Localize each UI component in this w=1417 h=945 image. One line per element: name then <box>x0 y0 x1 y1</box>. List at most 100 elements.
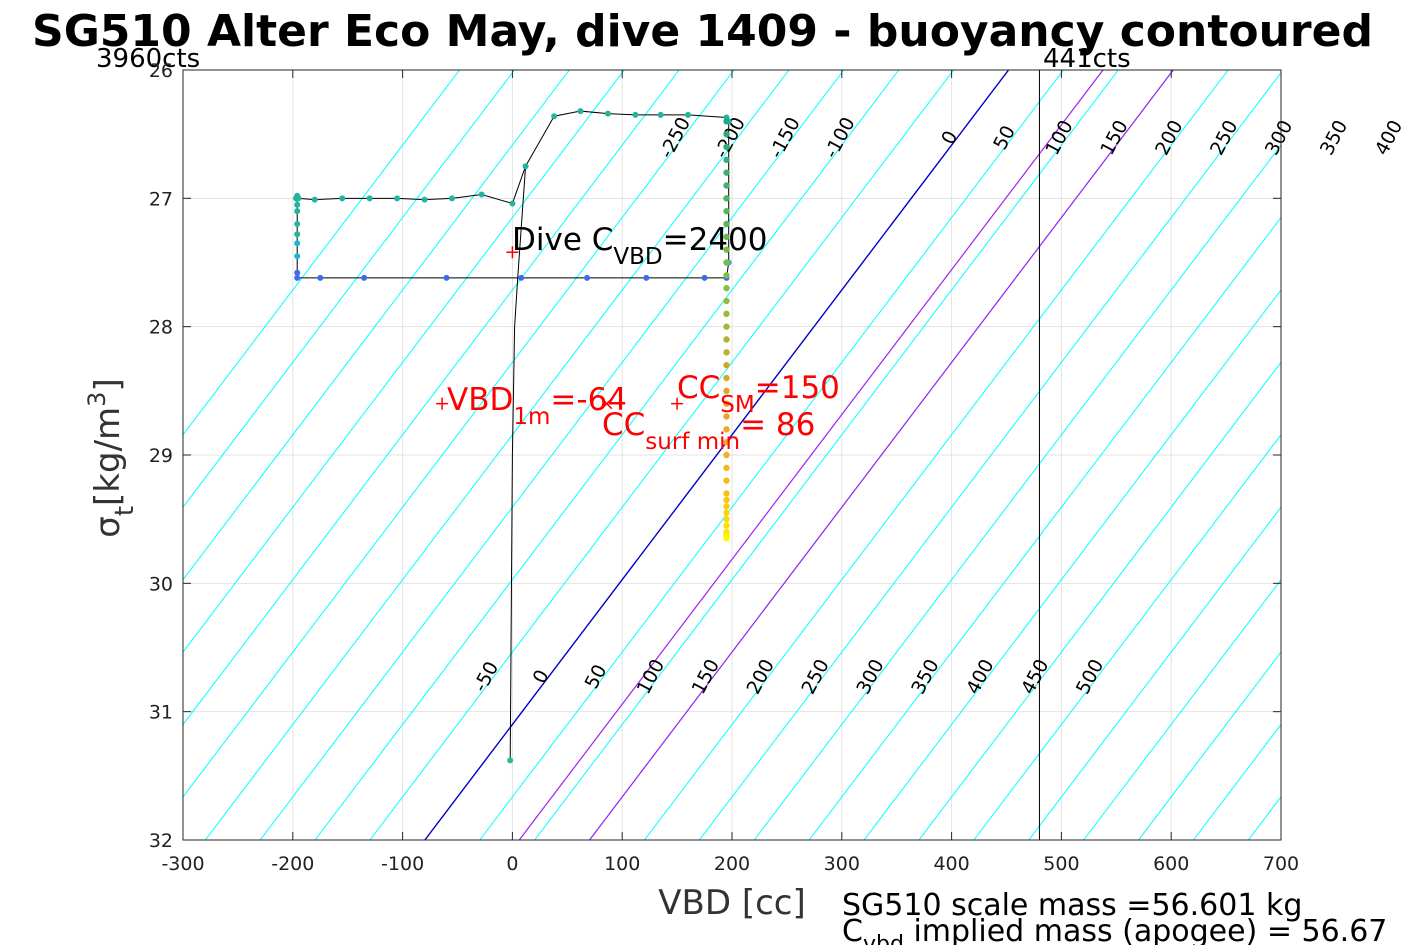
dive-point <box>311 196 318 203</box>
apogee-point <box>723 310 730 318</box>
dive-point <box>317 274 324 281</box>
implied-mass-text: Cvbd implied mass (apogee) = 56.67 <box>842 914 1387 945</box>
apogee-point <box>723 336 730 343</box>
left-counts-label: 3960cts <box>96 44 200 74</box>
apogee-point <box>723 400 730 407</box>
key-contour <box>589 70 1174 840</box>
dive-cvbd-annotation: Dive CVBD=2400 <box>512 222 768 270</box>
y-axis-label: σt[kg/m3] <box>83 378 140 537</box>
apogee-point <box>723 182 730 189</box>
dive-point <box>604 110 611 117</box>
x-tick-label: -200 <box>271 853 314 875</box>
apogee-point <box>723 349 730 356</box>
y-tick-label: 26 <box>149 60 173 82</box>
contour-label: 350 <box>1316 117 1352 159</box>
y-tick-label: 28 <box>149 317 173 339</box>
dive-point <box>632 111 639 118</box>
contour-line <box>204 70 790 840</box>
contour-line <box>183 70 625 653</box>
key-contour <box>518 70 1104 840</box>
apogee-point <box>723 259 730 266</box>
x-axis-ticks: -300 -200 -100 0 100 200 300 400 500 600 700 <box>161 70 1299 875</box>
dive-point <box>551 113 558 120</box>
x-tick-label: 600 <box>1153 853 1189 875</box>
contour-line <box>1028 506 1281 840</box>
contour-line <box>1413 70 1417 840</box>
dive-point <box>294 269 301 276</box>
apogee-point <box>723 438 730 446</box>
cc-surf-min-annotation: CCsurf min= 86 <box>602 407 815 455</box>
contour-line <box>479 70 1064 840</box>
dive-point <box>361 274 368 281</box>
dive-point <box>421 196 428 203</box>
apogee-point <box>723 207 730 215</box>
dive-point <box>366 195 373 202</box>
x-tick-label: 100 <box>604 853 640 875</box>
contour-line <box>863 289 1281 840</box>
x-tick-label: 500 <box>1043 853 1079 875</box>
apogee-point <box>723 413 730 420</box>
contour-label: 400 <box>1371 117 1407 159</box>
apogee-point <box>723 169 730 176</box>
apogee-point <box>723 220 730 228</box>
dive-point <box>294 221 301 227</box>
apogee-point <box>723 515 730 523</box>
apogee-point <box>723 374 730 382</box>
apogee-point <box>723 361 730 369</box>
dive-point <box>643 274 650 281</box>
dive-point <box>657 111 664 118</box>
y-axis-ticks: 26 27 28 29 30 31 32 <box>149 60 1281 852</box>
apogee-point <box>723 522 730 529</box>
contour-line <box>644 70 1229 840</box>
dive-point <box>584 274 591 281</box>
marker-crosses <box>436 246 684 410</box>
apogee-point <box>723 503 730 510</box>
apogee-point <box>723 490 730 497</box>
contour-line <box>1138 651 1281 840</box>
apogee-point <box>723 509 730 516</box>
dive-point <box>294 231 301 238</box>
apogee-point <box>723 130 730 138</box>
apogee-point <box>723 323 730 330</box>
dive-point <box>294 201 301 208</box>
x-tick-label: 700 <box>1263 853 1299 875</box>
y-tick-label: 31 <box>149 702 173 724</box>
y-label-sup: 3 <box>83 392 111 407</box>
dive-point <box>577 108 584 115</box>
dive-points <box>293 108 732 764</box>
contour-line <box>753 144 1281 840</box>
dive-point <box>478 191 485 198</box>
buoyancy-contours <box>183 70 1417 840</box>
contour-line <box>918 361 1281 840</box>
y-label-unit: [kg/m <box>88 407 128 506</box>
dive-point <box>394 195 401 202</box>
dive-point <box>449 195 456 202</box>
dive-point <box>443 274 450 281</box>
cc-surf-min-marker <box>601 398 613 410</box>
x-axis-label: VBD [cc] <box>658 883 806 923</box>
contour-line <box>973 433 1281 840</box>
x-tick-label: -100 <box>381 853 424 875</box>
contour-line <box>369 70 955 840</box>
dive-point <box>294 274 301 281</box>
dive-point <box>294 240 301 247</box>
y-label-sub: t <box>110 506 140 516</box>
y-label-sigma: σ <box>88 516 128 538</box>
apogee-point <box>723 426 730 433</box>
x-tick-label: 300 <box>824 853 860 875</box>
apogee-points <box>723 118 730 542</box>
apogee-point <box>723 118 730 125</box>
contour-line <box>1303 70 1417 840</box>
contour-line <box>534 70 1119 840</box>
apogee-point <box>723 297 730 305</box>
y-tick-label: 29 <box>149 445 173 467</box>
apogee-point <box>723 496 730 504</box>
apogee-point <box>723 233 730 241</box>
dive-point <box>685 111 692 118</box>
contour-line <box>259 70 845 840</box>
cc-sm-annotation: CCSM=150 <box>677 370 840 418</box>
apogee-point <box>723 451 730 459</box>
dive-point <box>294 208 301 215</box>
contour-line <box>314 70 900 840</box>
